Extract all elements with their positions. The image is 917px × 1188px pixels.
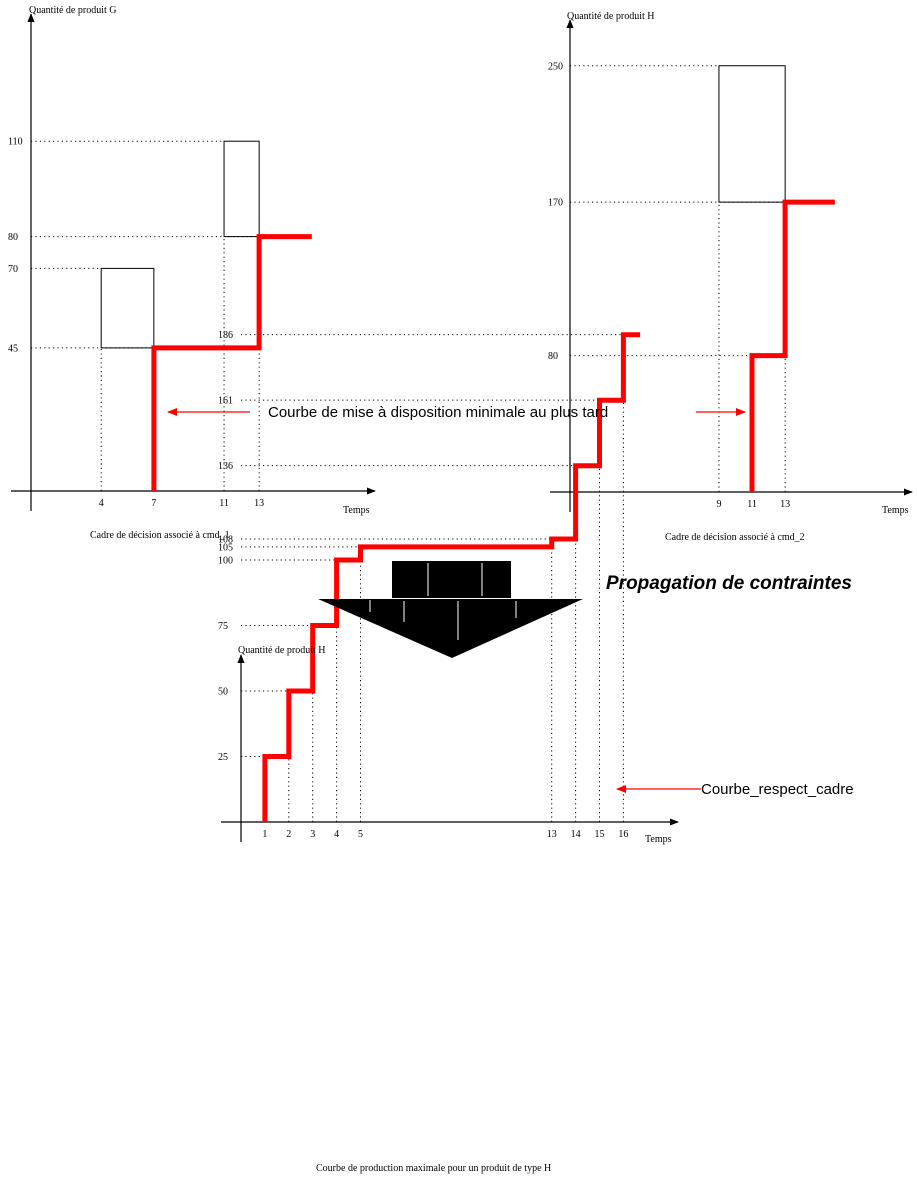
x-tick-label: 4: [334, 829, 339, 840]
y-tick-label: 80: [548, 351, 558, 362]
x-tick-label: 15: [595, 829, 605, 840]
x-tick-label: 16: [618, 829, 628, 840]
x-tick-label: 4: [99, 498, 104, 509]
decision-box: [100, 267, 155, 349]
propagation-arrow-icon: [318, 561, 583, 658]
x-tick-label: 3: [310, 829, 315, 840]
y-tick-label: 80: [8, 232, 18, 243]
y-tick-label: 170: [548, 198, 563, 209]
chart-caption: Cadre de décision associé à cmd_1: [90, 530, 230, 541]
x-tick-label: 13: [780, 499, 790, 510]
y-axis-label: Quantité de produit H: [567, 11, 654, 22]
y-tick-label: 105: [218, 542, 233, 553]
y-tick-label: 70: [8, 264, 18, 275]
x-tick-label: 13: [547, 829, 557, 840]
y-axis-label: Quantité de produit G: [29, 5, 116, 16]
y-tick-label: 25: [218, 752, 228, 763]
y-tick-label: 45: [8, 343, 18, 354]
y-tick-label: 75: [218, 621, 228, 632]
chart-caption: Cadre de décision associé à cmd_2: [665, 532, 805, 543]
step-curve-line: [151, 234, 312, 491]
y-tick-label: 161: [218, 396, 233, 407]
step-curve-line: [749, 199, 835, 492]
chart-produit-h-cadre: 80 170 250 9 11 13 Quantité de produit H Temps C…: [548, 11, 913, 543]
x-tick-label: 2: [286, 829, 291, 840]
y-tick-label: 108: [218, 535, 233, 546]
x-axis-label: Temps: [343, 505, 370, 516]
propagation-label: Propagation de contraintes: [606, 573, 852, 594]
x-tick-label: 9: [716, 499, 721, 510]
x-tick-label: 11: [219, 498, 229, 509]
x-tick-label: 11: [747, 499, 757, 510]
x-tick-label: 14: [571, 829, 581, 840]
y-tick-label: 250: [548, 61, 563, 72]
x-tick-label: 1: [262, 829, 267, 840]
y-tick-label: 186: [218, 330, 233, 341]
y-tick-label: 50: [218, 687, 228, 698]
step-curve-line: [262, 332, 641, 822]
x-tick-label: 13: [254, 498, 264, 509]
x-axis-label: Temps: [645, 834, 672, 845]
x-tick-label: 7: [151, 498, 156, 509]
courbe-annotation-label: Courbe de mise à disposition minimale au…: [268, 404, 608, 421]
chart-produit-g: 45 70 80 110 4 7 11 13 Quantité de produit G Temp…: [8, 5, 376, 541]
y-tick-label: 100: [218, 556, 233, 567]
respect-label: Courbe_respect_cadre: [701, 781, 854, 798]
decision-box: [223, 140, 260, 238]
y-tick-label: 110: [8, 137, 23, 148]
decision-box: [718, 65, 786, 203]
x-tick-label: 5: [358, 829, 363, 840]
y-axis-label: Quantité de produit H: [238, 645, 325, 656]
x-axis-label: Temps: [882, 505, 909, 516]
y-tick-label: 136: [218, 461, 233, 472]
chart-caption: Courbe de production maximale pour un pr…: [316, 1163, 551, 1174]
